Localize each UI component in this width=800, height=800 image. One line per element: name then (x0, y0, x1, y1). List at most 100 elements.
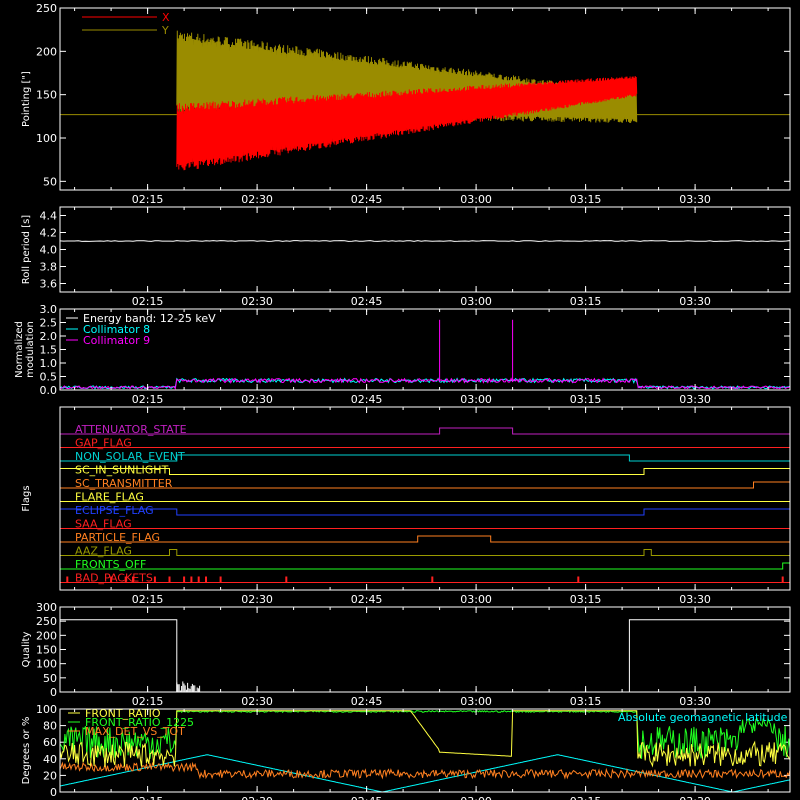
series-x-line (176, 75, 638, 171)
flag-label-particle-flag: PARTICLE_FLAG (75, 531, 160, 544)
x-tick-label: 03:00 (460, 795, 492, 800)
y-axis-label: Flags (21, 485, 32, 511)
y-tick-label: 100 (36, 132, 57, 145)
bad-packet-mark (66, 576, 69, 583)
x-tick-label: 03:15 (570, 795, 602, 800)
y-tick-label: 4.2 (40, 227, 58, 240)
x-tick-label: 03:15 (570, 695, 602, 708)
x-tick-label: 02:30 (241, 795, 273, 800)
y-tick-label: 200 (36, 45, 57, 58)
legend-label-1: FRONT_RATIO_1225 (85, 716, 194, 729)
x-tick-label: 02:15 (132, 695, 164, 708)
x-tick-label: 02:15 (132, 593, 164, 606)
y-tick-label: 100 (36, 703, 57, 716)
y-tick-label: 0 (50, 786, 57, 799)
y-tick-label: 100 (36, 658, 57, 671)
x-tick-label: 03:30 (679, 795, 711, 800)
x-tick-label: 03:15 (570, 295, 602, 308)
x-tick-label: 03:15 (570, 593, 602, 606)
x-tick-label: 03:30 (679, 695, 711, 708)
y-tick-label: 4.4 (40, 210, 58, 223)
x-tick-label: 03:00 (460, 193, 492, 206)
x-tick-label: 02:30 (241, 593, 273, 606)
series-front-ratio-line (59, 710, 791, 768)
x-tick-label: 02:45 (351, 393, 383, 406)
x-tick-label: 02:30 (241, 695, 273, 708)
y-tick-label: 60 (43, 736, 57, 749)
x-tick-label: 02:45 (351, 593, 383, 606)
panel-frame (59, 708, 791, 793)
y-tick-label: 150 (36, 644, 57, 657)
bad-packet-mark (577, 576, 580, 583)
flag-line (60, 427, 790, 435)
flag-label-sc-transmitter: SC_TRANSMITTER (75, 477, 173, 490)
ratio-panel: 0 20 40 60 80 100 FRONT_RATIOFRONT_RATIO_1225M… (21, 703, 791, 800)
bad-packet-mark (110, 576, 113, 583)
x-tick-label: 03:15 (570, 393, 602, 406)
x-tick-label: 02:30 (241, 193, 273, 206)
flag-label-eclipse-flag: ECLIPSE_FLAG (75, 504, 154, 517)
y-tick-label: 3.6 (40, 278, 58, 291)
flag-line (59, 468, 791, 475)
roll-period-line (59, 240, 791, 242)
x-tick-label: 02:15 (132, 193, 164, 206)
legend-label-0: FRONT_RATIO (85, 707, 161, 720)
x-tick-label: 02:30 (241, 393, 273, 406)
panel-frame (59, 7, 791, 191)
flag-label-flare-flag: FLARE_FLAG (75, 491, 144, 504)
flags-panel: ATTENUATOR_STATEGAP_FLAGNON_SOLAR_EVENTS… (21, 406, 791, 606)
y-tick-label: 50 (43, 175, 57, 188)
y-tick-label: 4.0 (40, 244, 58, 257)
y-tick-label: 0.0 (40, 384, 58, 397)
x-tick-label: 03:00 (460, 593, 492, 606)
x-tick-label: 02:15 (132, 795, 164, 800)
legend-label-1: Y (161, 24, 169, 37)
flag-label-non-solar-event: NON_SOLAR_EVENT (75, 450, 185, 463)
flag-label-aaz-flag: AAZ_FLAG (75, 545, 132, 558)
y-tick-label: 2.5 (40, 317, 58, 330)
x-tick-label: 03:15 (570, 193, 602, 206)
y-tick-label: 250 (36, 2, 57, 15)
y-tick-label: 200 (36, 629, 57, 642)
y-tick-label: 1.5 (40, 344, 58, 357)
flag-line (60, 454, 790, 462)
bad-packet-mark (285, 576, 288, 583)
y-tick-label: 20 (43, 769, 57, 782)
x-tick-label: 03:30 (679, 593, 711, 606)
x-tick-label: 03:00 (460, 295, 492, 308)
y-axis-label: Normalized (14, 321, 25, 378)
panel-frame (59, 406, 791, 591)
legend-label-2: MAX_DET_VS_TOT (85, 725, 185, 738)
roll-period-panel: 3.6 3.8 4.0 4.2 4.4 02:15 02:30 02:45 03:00 03:15… (21, 206, 791, 308)
y-axis-label: Quality (21, 632, 32, 668)
geomagnetic-latitude-annotation: Absolute geomagnetic latitude (618, 711, 788, 724)
geomagnetic-latitude-line (59, 754, 791, 793)
y-tick-label: 50 (43, 672, 57, 685)
y-tick-label: 150 (36, 89, 57, 102)
y-tick-label: 3.0 (40, 303, 58, 316)
pointing-panel: 50 100 150 200 250 XY 02:15 02:30 02:45 03:00 03:1… (21, 2, 791, 206)
y-axis-label: Roll period [s] (21, 215, 32, 284)
legend-label-2: Collimator 9 (83, 334, 150, 347)
x-tick-label: 03:00 (460, 393, 492, 406)
x-tick-label: 03:30 (679, 393, 711, 406)
y-tick-label: 40 (43, 753, 57, 766)
x-tick-label: 03:30 (679, 193, 711, 206)
bad-packet-mark (431, 576, 434, 583)
x-tick-label: 02:45 (351, 695, 383, 708)
quality-segment-1 (628, 619, 791, 692)
flag-line (59, 508, 791, 516)
x-tick-label: 02:15 (132, 295, 164, 308)
legend-label-0: Energy band: 12-25 keV (83, 312, 216, 325)
bad-packet-mark (781, 576, 784, 583)
y-tick-label: 0.5 (40, 371, 58, 384)
flag-line (60, 535, 790, 543)
y-axis-label: modulation (25, 321, 36, 378)
panel-frame (59, 206, 791, 293)
series-collimator-9-line (59, 377, 791, 390)
flag-line (60, 562, 791, 570)
flag-line (60, 549, 790, 556)
flag-label-saa-flag: SAA_FLAG (75, 518, 132, 531)
